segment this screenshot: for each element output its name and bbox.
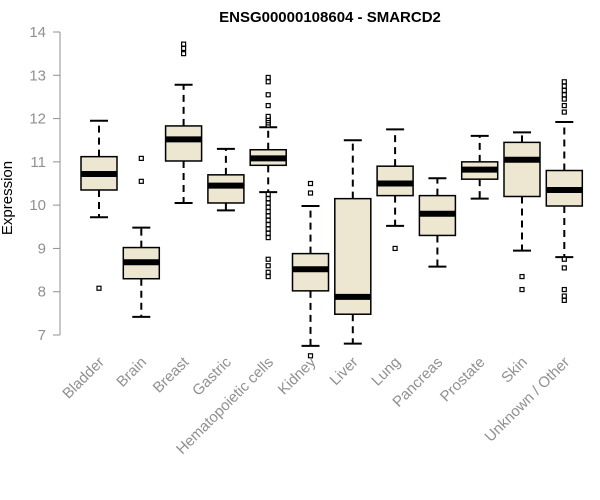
- plot-area: [80, 41, 584, 359]
- outlier-point: [561, 87, 567, 94]
- outlier-point: [181, 51, 187, 57]
- outlier-point: [96, 285, 102, 291]
- outlier-point: [265, 273, 271, 280]
- outlier-point: [181, 45, 187, 52]
- outlier-point: [265, 263, 271, 269]
- box-group: [207, 147, 245, 212]
- box-group: [376, 128, 414, 252]
- outlier-point: [561, 83, 567, 89]
- outlier-point: [561, 286, 567, 293]
- y-tick-label: 14: [29, 24, 46, 41]
- box-group: [122, 155, 161, 318]
- outlier-point: [307, 180, 314, 187]
- outlier-point: [265, 92, 271, 98]
- outlier-point: [561, 265, 567, 271]
- outlier-point: [265, 200, 271, 206]
- y-tick-label: 10: [29, 197, 46, 214]
- axes: 7 8 9 10 11 12 13 14: [29, 24, 61, 344]
- outlier-point: [561, 256, 567, 262]
- category-label: Bladder: [59, 354, 108, 403]
- category-label: Breast: [150, 353, 193, 396]
- outlier-point: [561, 109, 567, 115]
- box-group: [249, 74, 287, 280]
- iqr-box: [291, 252, 330, 292]
- outlier-point: [519, 273, 525, 280]
- chart-title: ENSG00000108604 - SMARCD2: [219, 9, 441, 26]
- outlier-point: [561, 79, 567, 85]
- outlier-point: [265, 79, 271, 85]
- y-tick-label: 12: [29, 111, 46, 128]
- outlier-point: [561, 293, 567, 299]
- box-group: [418, 177, 457, 268]
- outlier-point: [265, 226, 271, 232]
- outlier-point: [265, 256, 271, 262]
- outlier-point: [561, 96, 567, 102]
- outlier-point: [561, 297, 567, 303]
- box-group: [545, 79, 584, 303]
- outlier-point: [265, 222, 271, 228]
- iqr-box: [207, 174, 245, 204]
- outlier-point: [265, 235, 271, 241]
- y-tick-label: 7: [38, 327, 46, 344]
- y-tick-label: 11: [30, 154, 46, 171]
- category-label: Liver: [327, 354, 362, 389]
- outlier-point: [265, 191, 271, 197]
- y-tick-label: 8: [38, 284, 46, 301]
- outlier-point: [265, 209, 271, 215]
- outlier-point: [265, 269, 271, 275]
- category-label: Prostate: [437, 354, 489, 406]
- outlier-point: [561, 102, 567, 109]
- y-tick-label: 9: [38, 240, 46, 257]
- outlier-point: [265, 230, 271, 236]
- outlier-point: [265, 196, 271, 202]
- outlier-point: [265, 204, 271, 210]
- box-group: [503, 131, 541, 293]
- category-label: Kidney: [275, 353, 320, 398]
- outlier-point: [307, 190, 314, 196]
- box-group: [334, 139, 372, 345]
- y-axis-label: Expression: [0, 161, 16, 235]
- box-group: [460, 134, 499, 200]
- iqr-box: [164, 125, 203, 162]
- outlier-point: [265, 74, 271, 81]
- category-label: Lung: [368, 354, 404, 390]
- outlier-point: [392, 245, 398, 252]
- box-group: [80, 119, 118, 291]
- outlier-point: [265, 113, 271, 120]
- iqr-box: [503, 141, 541, 198]
- outlier-point: [265, 217, 271, 223]
- outlier-point: [265, 102, 271, 109]
- outlier-point: [307, 353, 314, 359]
- outlier-point: [138, 178, 144, 184]
- outlier-point: [561, 92, 567, 98]
- y-tick-label: 13: [29, 67, 46, 84]
- outlier-point: [265, 213, 271, 219]
- category-label: Skin: [498, 354, 531, 387]
- box-group: [164, 41, 203, 204]
- outlier-point: [181, 41, 187, 47]
- outlier-point: [138, 155, 144, 161]
- box-group: [291, 180, 330, 359]
- outlier-point: [519, 286, 525, 293]
- category-label: Brain: [113, 354, 150, 391]
